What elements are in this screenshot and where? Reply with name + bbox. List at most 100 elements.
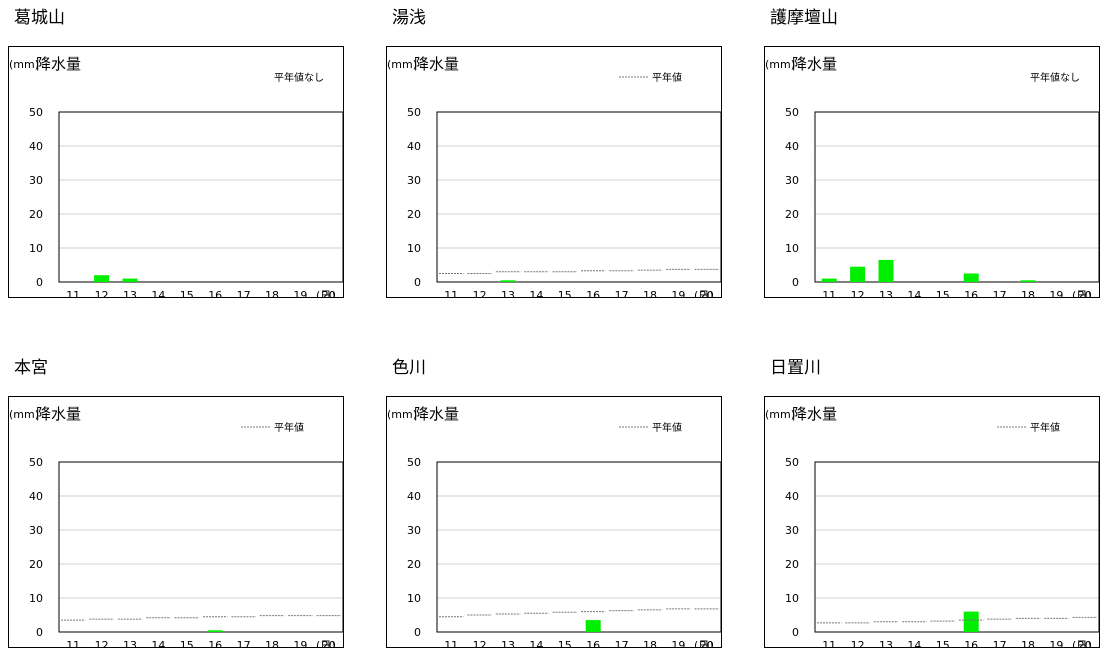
- chart-panel: 護摩壇山 (mm) 降水量 平年値なし 0 10 20 30 40 50 11 12 13 14 15 16 1…: [756, 8, 1116, 308]
- unit-label: (mm): [387, 408, 417, 421]
- x-tick-label: 20: [1078, 289, 1092, 298]
- x-tick-label: 19: [1049, 289, 1063, 298]
- station-name: 日置川: [770, 358, 821, 378]
- station-name: 葛城山: [14, 8, 65, 28]
- x-tick-label: 11: [822, 639, 836, 648]
- x-tick-label: 19: [671, 289, 685, 298]
- chart-frame: (mm) 降水量 平年値 0 10 20 30 40 50 11 12 13 14 15 16 17 18 19 2…: [764, 396, 1100, 648]
- plot-area: [814, 111, 1099, 283]
- chart-frame: (mm) 降水量 平年値なし 0 10 20 30 40 50 11 12 13 14 15 16 17 18 1…: [8, 46, 344, 298]
- x-tick-label: 15: [180, 289, 194, 298]
- legend-label: 平年値: [652, 421, 682, 434]
- y-tick-label: 20: [785, 558, 799, 571]
- y-tick-label: 20: [407, 558, 421, 571]
- x-axis-unit: (日): [316, 289, 336, 298]
- y-tick-label: 50: [785, 106, 799, 119]
- legend-label: 平年値: [274, 421, 304, 434]
- precipitation-bar: [878, 259, 894, 282]
- x-tick-label: 14: [907, 639, 921, 648]
- precipitation-bar: [585, 620, 601, 632]
- x-tick-label: 12: [851, 289, 865, 298]
- legend-label: 平年値: [1030, 421, 1060, 434]
- chart-panel: 本宮 (mm) 降水量 平年値 0 10 20 30 40 50 11 12 13 14 15 16 17 18 1…: [0, 358, 360, 658]
- x-tick-label: 20: [700, 289, 714, 298]
- precipitation-bar: [94, 275, 110, 282]
- precipitation-bar: [963, 273, 979, 282]
- plot-area: [814, 461, 1099, 633]
- x-tick-label: 15: [558, 639, 572, 648]
- y-tick-label: 30: [29, 174, 43, 187]
- y-tick-label: 0: [414, 626, 421, 639]
- y-tick-label: 20: [407, 208, 421, 221]
- y-tick-label: 10: [785, 242, 799, 255]
- x-tick-label: 12: [95, 639, 109, 648]
- y-tick-label: 50: [407, 456, 421, 469]
- x-axis-unit: (日): [1072, 639, 1092, 648]
- y-tick-label: 40: [29, 490, 43, 503]
- precipitation-bar: [500, 280, 516, 282]
- x-tick-label: 17: [993, 289, 1007, 298]
- x-tick-label: 18: [1021, 639, 1035, 648]
- y-axis-label: 降水量: [36, 55, 81, 73]
- chart-frame: (mm) 降水量 平年値 0 10 20 30 40 50 11 12 13 14 15 16 17 18 19 2…: [8, 396, 344, 648]
- y-tick-label: 50: [407, 106, 421, 119]
- plot-area: [58, 111, 343, 283]
- x-tick-label: 18: [643, 639, 657, 648]
- y-tick-label: 0: [36, 626, 43, 639]
- y-tick-label: 0: [36, 276, 43, 289]
- x-tick-label: 14: [151, 639, 165, 648]
- x-tick-label: 12: [473, 639, 487, 648]
- x-tick-label: 11: [66, 289, 80, 298]
- legend-label: 平年値なし: [274, 71, 324, 84]
- x-tick-label: 12: [473, 289, 487, 298]
- x-tick-label: 17: [237, 289, 251, 298]
- y-axis-label: 降水量: [792, 405, 837, 423]
- station-name: 色川: [392, 358, 426, 378]
- x-tick-label: 12: [851, 639, 865, 648]
- x-tick-label: 16: [586, 289, 600, 298]
- y-tick-label: 30: [785, 524, 799, 537]
- chart-frame: (mm) 降水量 平年値なし 0 10 20 30 40 50 11 12 13 14 15 16 17 18 1…: [764, 46, 1100, 298]
- y-tick-label: 40: [407, 140, 421, 153]
- x-tick-label: 16: [964, 639, 978, 648]
- y-tick-label: 40: [785, 140, 799, 153]
- x-tick-label: 14: [151, 289, 165, 298]
- y-tick-label: 20: [29, 558, 43, 571]
- y-tick-label: 50: [29, 106, 43, 119]
- y-tick-label: 20: [785, 208, 799, 221]
- unit-label: (mm): [9, 408, 39, 421]
- precipitation-bar: [1020, 280, 1036, 282]
- x-tick-label: 19: [1049, 639, 1063, 648]
- y-tick-label: 50: [29, 456, 43, 469]
- y-tick-label: 20: [29, 208, 43, 221]
- unit-label: (mm): [9, 58, 39, 71]
- y-tick-label: 30: [407, 174, 421, 187]
- x-axis-unit: (日): [694, 289, 714, 298]
- chart-frame: (mm) 降水量 平年値 0 10 20 30 40 50 11 12 13 14 15 16 17 18 19 2…: [386, 46, 722, 298]
- x-tick-label: 17: [993, 639, 1007, 648]
- chart-frame: (mm) 降水量 平年値 0 10 20 30 40 50 11 12 13 14 15 16 17 18 19 2…: [386, 396, 722, 648]
- legend-label: 平年値なし: [1030, 71, 1080, 84]
- x-tick-label: 16: [208, 289, 222, 298]
- x-axis-unit: (日): [316, 639, 336, 648]
- x-tick-label: 13: [123, 289, 137, 298]
- y-tick-label: 40: [407, 490, 421, 503]
- y-tick-label: 30: [29, 524, 43, 537]
- x-tick-label: 12: [95, 289, 109, 298]
- y-axis-label: 降水量: [414, 405, 459, 423]
- x-tick-label: 16: [208, 639, 222, 648]
- x-tick-label: 16: [586, 639, 600, 648]
- precipitation-bar: [122, 278, 138, 282]
- x-tick-label: 15: [180, 639, 194, 648]
- y-tick-label: 50: [785, 456, 799, 469]
- x-tick-label: 11: [66, 639, 80, 648]
- y-tick-label: 10: [407, 242, 421, 255]
- chart-panel: 湯浅 (mm) 降水量 平年値 0 10 20 30 40 50 11 12 13 14 15 16 17 18 1…: [378, 8, 738, 308]
- x-tick-label: 13: [501, 289, 515, 298]
- x-tick-label: 13: [879, 289, 893, 298]
- station-name: 湯浅: [392, 8, 426, 28]
- x-tick-label: 14: [529, 289, 543, 298]
